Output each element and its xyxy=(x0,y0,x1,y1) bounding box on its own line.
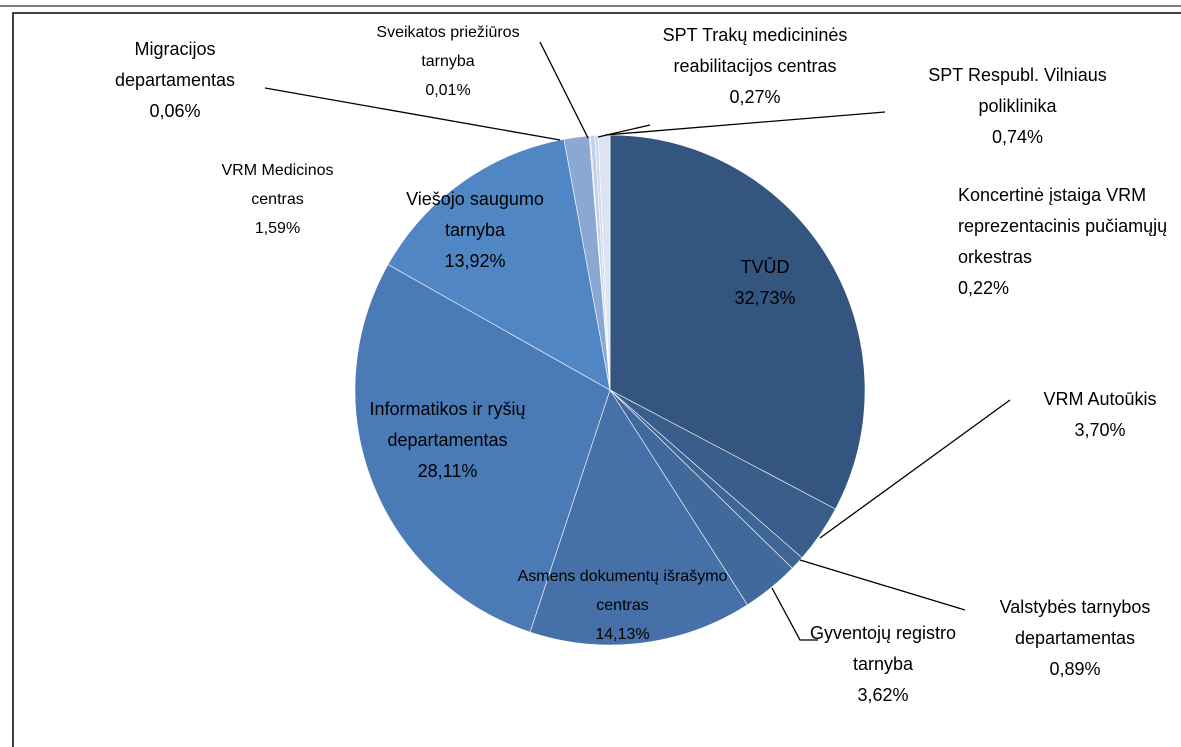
data-label: Valstybės tarnybos departamentas 0,89% xyxy=(960,592,1181,685)
category-label: Viešojo saugumo tarnyba xyxy=(406,189,544,240)
pie-slice xyxy=(354,264,611,633)
pie-slice xyxy=(387,138,611,391)
value-label: 3,70% xyxy=(1074,420,1126,440)
data-label: SPT Trakų medicininės reabilitacijos cen… xyxy=(660,20,850,113)
value-label: 0,74% xyxy=(991,127,1044,147)
leader-line xyxy=(264,87,561,141)
data-label: Informatikos ir ryšių departamentas 28,11… xyxy=(330,394,565,487)
value-label: 0,89% xyxy=(1049,659,1101,679)
value-label: 32,73% xyxy=(734,288,796,308)
value-label: 14,13% xyxy=(595,626,650,643)
category-label: VRM Autoūkis xyxy=(1043,389,1157,409)
value-label: 28,11% xyxy=(417,461,478,481)
category-label: TVŪD xyxy=(740,257,790,277)
data-label: Viešojo saugumo tarnyba 13,92% xyxy=(375,184,575,277)
data-label: Gyventojų registro tarnyba 3,62% xyxy=(808,618,958,711)
data-label: Koncertinė įstaiga VRM reprezentacinis p… xyxy=(958,180,1180,304)
data-label: TVŪD 32,73% xyxy=(700,252,830,314)
category-label: Sveikatos priežiūros tarnyba xyxy=(376,24,520,70)
data-label: VRM Medicinos centras 1,59% xyxy=(210,156,345,243)
pie-slice xyxy=(529,389,748,646)
category-label: Informatikos ir ryšių departamentas xyxy=(369,399,526,450)
category-label: Migracijos departamentas xyxy=(114,39,236,90)
value-label: 0,22% xyxy=(958,278,1010,298)
category-label: Valstybės tarnybos departamentas xyxy=(999,597,1151,648)
value-label: 0,01% xyxy=(425,82,471,99)
leader-line xyxy=(819,399,1011,539)
value-label: 0,27% xyxy=(729,87,781,107)
category-label: Asmens dokumentų išrašymo centras xyxy=(517,568,728,614)
data-label: Asmens dokumentų išrašymo centras 14,13% xyxy=(515,562,730,649)
category-label: Gyventojų registro tarnyba xyxy=(809,623,957,674)
value-label: 0,06% xyxy=(149,101,201,121)
data-label: Migracijos departamentas 0,06% xyxy=(80,34,270,127)
value-label: 13,92% xyxy=(444,251,506,271)
data-label: Sveikatos priežiūros tarnyba 0,01% xyxy=(358,18,538,105)
category-label: SPT Respubl. Vilniaus poliklinika xyxy=(928,65,1107,116)
leader-line xyxy=(604,111,886,136)
value-label: 1,59% xyxy=(254,220,301,237)
category-label: VRM Medicinos centras xyxy=(221,162,334,208)
leader-line xyxy=(539,41,589,139)
value-label: 3,62% xyxy=(857,685,909,705)
data-label: VRM Autoūkis 3,70% xyxy=(1010,384,1181,446)
category-label: SPT Trakų medicininės reabilitacijos cen… xyxy=(662,25,848,76)
category-label: Koncertinė įstaiga VRM reprezentacinis p… xyxy=(958,185,1168,267)
leader-line xyxy=(771,587,818,641)
pie-slice xyxy=(609,134,866,510)
leader-line xyxy=(799,559,966,611)
data-label: SPT Respubl. Vilniaus poliklinika 0,74% xyxy=(910,60,1125,153)
